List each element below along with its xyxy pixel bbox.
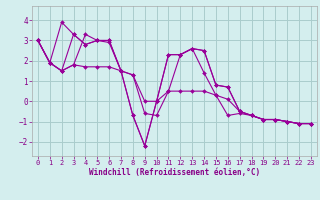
X-axis label: Windchill (Refroidissement éolien,°C): Windchill (Refroidissement éolien,°C) <box>89 168 260 177</box>
